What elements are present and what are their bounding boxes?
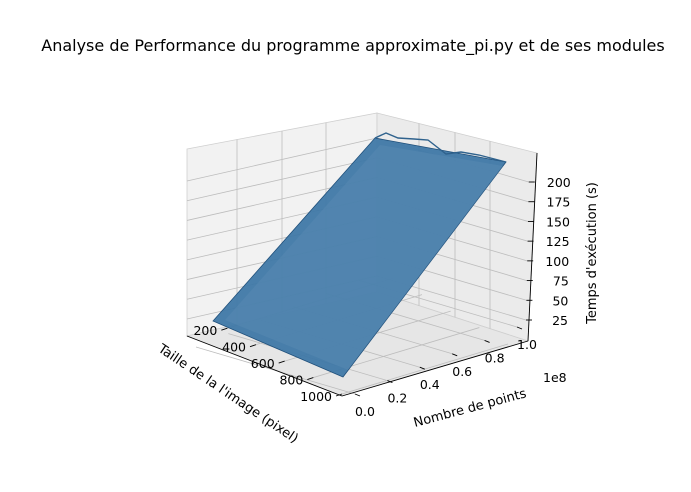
x-tick-mark [278,360,285,364]
y-tick-label: 0.8 [485,350,505,365]
axis-lines [186,152,538,397]
surface [212,132,507,378]
z-axis-ticks: 25 50 75 100 125 150 175 200 [526,175,571,328]
y-tick-label: 0.4 [420,377,440,392]
x-tick-label: 600 [251,356,275,371]
x-tick-mark [335,393,343,397]
y-axis-line [341,340,529,397]
y-tick-label: 0.0 [355,404,375,419]
chart-title: Analyse de Performance du programme appr… [41,36,664,56]
y-tick-mark [419,366,425,370]
z-tick-label: 75 [553,274,569,289]
x-tick-mark [221,327,228,331]
z-tick-label: 50 [552,293,568,308]
x-tick-label: 800 [279,373,303,388]
y-tick-label: 1.0 [517,337,537,352]
y-tick-label: 0.2 [387,391,407,406]
z-tick-label: 150 [546,214,570,229]
surface-ridge [374,132,507,163]
x-tick-label: 400 [222,340,246,355]
z-tick-label: 175 [547,195,571,210]
z-axis-line [527,152,538,342]
x-tick-label: 200 [193,323,217,338]
y-tick-mark [354,393,361,397]
y-tick-label: 0.6 [452,364,472,379]
z-tick-label: 125 [546,234,570,249]
y-axis-offset-label: 1e8 [543,370,567,385]
x-axis-line [186,335,343,397]
x-tick-label: 1000 [300,389,332,404]
y-tick-mark [516,326,523,330]
x-tick-mark [249,344,257,348]
y-axis-ticks: 0.0 0.2 0.4 0.6 0.8 1.0 [354,326,537,419]
x-tick-mark [307,377,314,380]
y-axis-label: Nombre de points [412,386,528,431]
y-tick-mark [484,339,490,343]
z-tick-label: 100 [545,254,569,269]
surface-highlight [225,145,503,370]
y-tick-mark [387,380,393,384]
z-tick-label: 200 [547,175,571,190]
x-grid-line [341,343,509,395]
z-axis-label: Temps d'exécution (s) [585,182,600,325]
y-tick-mark [452,353,458,357]
z-tick-label: 25 [552,313,568,328]
